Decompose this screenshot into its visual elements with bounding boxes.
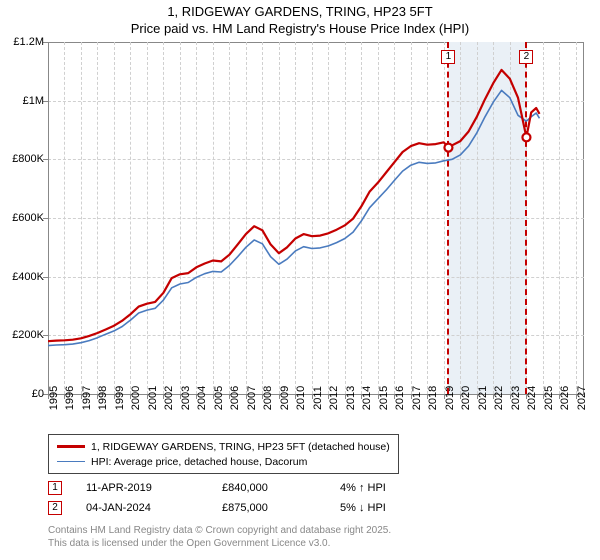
title-line1: 1, RIDGEWAY GARDENS, TRING, HP23 5FT [0, 4, 600, 19]
legend-row-property: 1, RIDGEWAY GARDENS, TRING, HP23 5FT (de… [57, 439, 390, 454]
marker-point-1 [444, 144, 452, 152]
footer-line1: Contains HM Land Registry data © Crown c… [48, 524, 391, 537]
y-tick-label: £1.2M [13, 36, 44, 48]
legend-label-property: 1, RIDGEWAY GARDENS, TRING, HP23 5FT (de… [91, 441, 390, 453]
event-relative: 4% ↑ HPI [340, 482, 386, 494]
marker-point-2 [522, 133, 530, 141]
chart-title-block: 1, RIDGEWAY GARDENS, TRING, HP23 5FT Pri… [0, 0, 600, 36]
y-tick-label: £400K [12, 271, 44, 283]
legend-label-hpi: HPI: Average price, detached house, Daco… [91, 456, 307, 468]
y-tick-label: £600K [12, 212, 44, 224]
price-events-table: 1 11-APR-2019 £840,000 4% ↑ HPI 2 04-JAN… [48, 478, 386, 518]
event-price: £875,000 [222, 502, 340, 514]
event-date: 11-APR-2019 [86, 482, 222, 494]
y-tick-label: £0 [32, 388, 44, 400]
table-row: 2 04-JAN-2024 £875,000 5% ↓ HPI [48, 498, 386, 518]
marker-badge-1: 1 [48, 481, 62, 495]
event-price: £840,000 [222, 482, 340, 494]
series-svg [48, 42, 584, 394]
y-tick-label: £200K [12, 329, 44, 341]
legend-swatch-property [57, 445, 85, 447]
table-row: 1 11-APR-2019 £840,000 4% ↑ HPI [48, 478, 386, 498]
series-property [48, 70, 540, 341]
attribution-footer: Contains HM Land Registry data © Crown c… [48, 524, 391, 550]
y-tick-label: £1M [23, 95, 44, 107]
y-tick-label: £800K [12, 153, 44, 165]
legend-swatch-hpi [57, 461, 85, 463]
event-relative: 5% ↓ HPI [340, 502, 386, 514]
series-hpi [48, 90, 540, 345]
legend: 1, RIDGEWAY GARDENS, TRING, HP23 5FT (de… [48, 434, 399, 474]
footer-line2: This data is licensed under the Open Gov… [48, 537, 391, 550]
legend-row-hpi: HPI: Average price, detached house, Daco… [57, 454, 390, 469]
event-date: 04-JAN-2024 [86, 502, 222, 514]
marker-badge-2: 2 [48, 501, 62, 515]
title-line2: Price paid vs. HM Land Registry's House … [0, 21, 600, 36]
